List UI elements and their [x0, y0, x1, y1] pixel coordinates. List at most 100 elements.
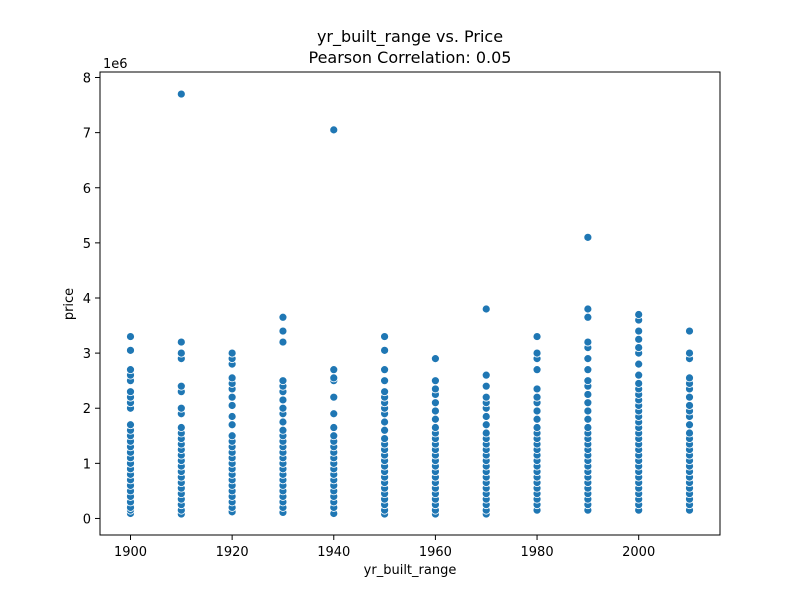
data-point: [329, 392, 339, 402]
data-point: [278, 312, 288, 322]
y-tick-label: 8: [83, 72, 91, 87]
data-point: [583, 414, 593, 424]
data-point: [278, 395, 288, 405]
data-point: [431, 414, 440, 424]
data-point: [126, 420, 135, 430]
data-point: [380, 425, 389, 435]
data-point: [431, 406, 440, 416]
data-point: [278, 326, 288, 336]
x-tick-label: 1900: [114, 545, 147, 560]
data-point: [481, 392, 491, 402]
data-point: [634, 370, 644, 380]
data-point: [329, 125, 339, 135]
data-point: [634, 334, 644, 344]
data-point: [685, 373, 694, 383]
data-point: [532, 392, 542, 402]
data-point: [583, 398, 593, 408]
x-tick-label: 1960: [419, 545, 452, 560]
data-point: [176, 403, 186, 413]
y-tick-label: 1: [83, 457, 91, 472]
data-point: [227, 431, 237, 441]
data-point: [126, 365, 135, 375]
data-point: [634, 379, 644, 388]
data-point: [278, 425, 288, 435]
data-point: [329, 373, 339, 383]
data-point: [227, 401, 237, 410]
data-point: [431, 384, 440, 394]
data-point: [583, 304, 593, 314]
x-tick-label: 1980: [521, 545, 554, 560]
data-point: [532, 384, 542, 394]
data-point: [176, 89, 186, 99]
data-point: [583, 232, 593, 242]
data-point: [583, 390, 593, 399]
data-point: [227, 412, 237, 421]
data-point: [481, 412, 491, 421]
data-point: [685, 392, 694, 402]
data-point: [634, 343, 644, 352]
data-point: [431, 354, 440, 364]
y-axis: 0 1 2 3 4 5 6 7 8: [83, 72, 100, 527]
data-point: [685, 401, 694, 410]
data-point: [176, 423, 186, 432]
x-axis-label: yr_built_range: [364, 563, 457, 578]
data-point: [634, 326, 644, 336]
data-point: [126, 332, 135, 341]
data-point: [532, 365, 542, 375]
data-point: [176, 381, 186, 391]
data-point: [583, 365, 593, 375]
data-point: [685, 348, 694, 358]
data-point: [532, 348, 542, 358]
data-point: [583, 354, 593, 364]
data-point: [227, 373, 237, 383]
data-point: [431, 376, 440, 386]
data-point: [481, 304, 491, 314]
data-point: [380, 434, 389, 443]
data-point: [380, 345, 389, 355]
data-point: [583, 406, 593, 416]
data-point: [380, 365, 389, 375]
x-tick-label: 1940: [317, 545, 350, 560]
points-layer: [126, 89, 694, 519]
data-point: [176, 348, 186, 358]
data-point: [583, 312, 593, 322]
data-point: [685, 420, 694, 430]
data-point: [278, 376, 288, 386]
data-point: [176, 337, 186, 347]
chart-subtitle: Pearson Correlation: 0.05: [308, 48, 512, 67]
data-point: [431, 423, 440, 432]
data-point: [278, 337, 288, 347]
data-point: [481, 428, 491, 438]
data-point: [685, 428, 694, 438]
y-tick-label: 0: [83, 512, 91, 527]
data-point: [634, 359, 644, 369]
y-tick-label: 4: [83, 292, 91, 307]
data-point: [634, 310, 644, 319]
y-tick-label: 5: [83, 237, 91, 252]
x-tick-label: 2000: [622, 545, 655, 560]
data-point: [227, 348, 237, 358]
data-point: [532, 414, 542, 424]
data-point: [583, 423, 593, 432]
y-tick-label: 6: [83, 182, 91, 197]
y-tick-label: 2: [83, 402, 91, 417]
data-point: [583, 337, 593, 347]
x-axis: 1900 1920 1940 1960 1980 2000: [114, 535, 655, 560]
axes-frame: [99, 71, 721, 536]
y-tick-label: 7: [83, 127, 91, 142]
data-point: [278, 417, 288, 427]
data-point: [380, 332, 389, 341]
data-point: [329, 409, 339, 419]
x-tick-label: 1920: [216, 545, 249, 560]
data-point: [380, 417, 389, 427]
data-point: [380, 387, 389, 397]
data-point: [329, 423, 339, 432]
data-point: [481, 370, 491, 380]
data-point: [532, 332, 542, 341]
data-point: [227, 420, 237, 430]
y-tick-label: 3: [83, 347, 91, 362]
data-point: [431, 398, 440, 408]
data-point: [532, 423, 542, 432]
data-point: [329, 365, 339, 375]
